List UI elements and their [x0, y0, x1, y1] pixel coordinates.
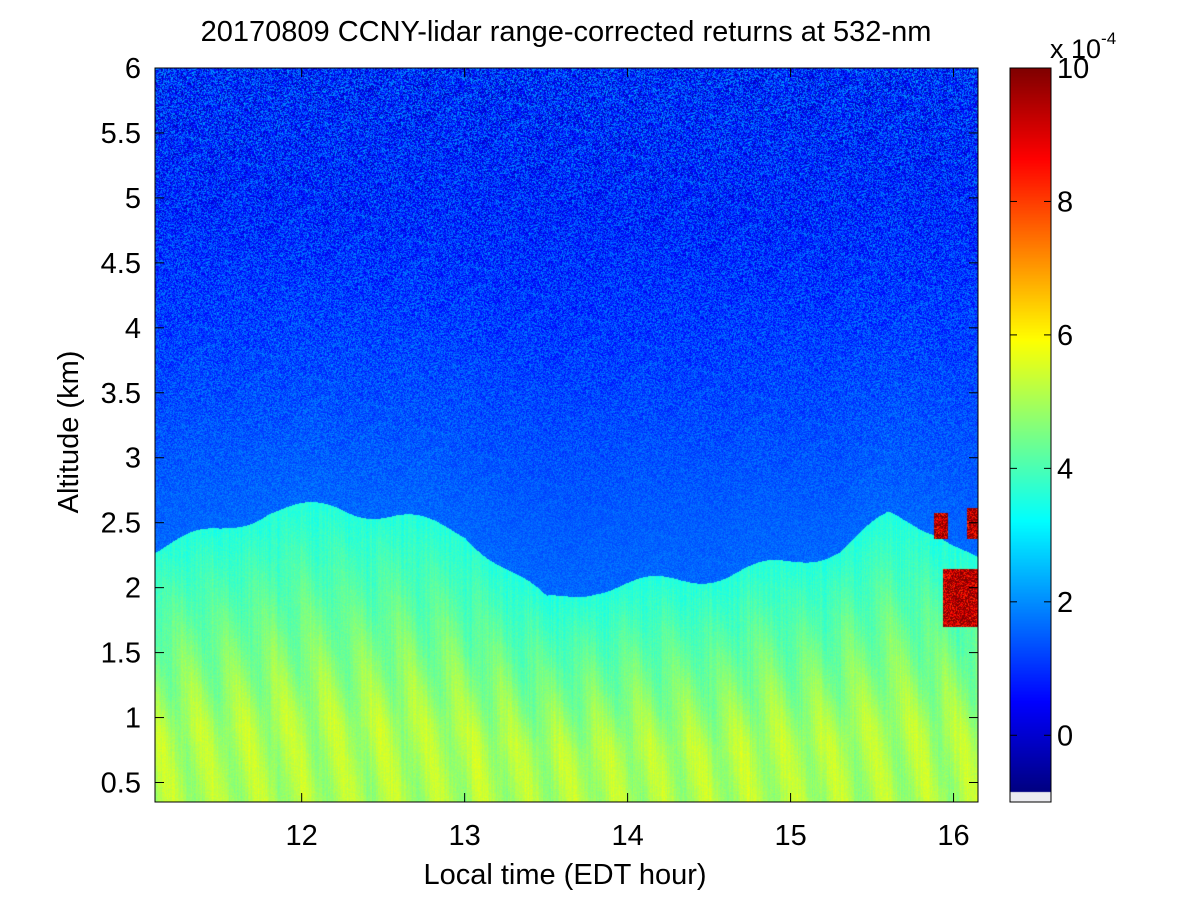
y-axis-ticks: 0.5 1 1.5 2 2.5 3 3.5 4 4.5 5 5.5 6: [101, 53, 978, 800]
heatmap-image-container: [155, 68, 978, 802]
colorbar-frame: [1009, 67, 1052, 803]
y-axis-label: Altitude (km): [53, 351, 85, 514]
colorbar-tick-label: 8: [1057, 186, 1073, 218]
plot-frame: [154, 67, 979, 803]
x-tick-label: 16: [937, 820, 969, 852]
colorbar-ticks: 0 2 4 6 8 10: [1010, 53, 1089, 752]
colorbar-tick-label: 2: [1057, 587, 1073, 619]
x-axis-label: Local time (EDT hour): [423, 859, 706, 891]
y-tick-label: 3: [125, 443, 141, 475]
chart-title: 20170809 CCNY-lidar range-corrected retu…: [201, 16, 932, 48]
colorbar-multiplier: x 10-4: [1050, 29, 1116, 64]
y-tick-label: 4.5: [101, 248, 141, 280]
y-tick-label: 5: [125, 183, 141, 215]
colorbar-image-container: [1010, 68, 1051, 802]
colorbar-gradient: [1010, 68, 1051, 802]
heatmap-image: [155, 68, 978, 802]
y-tick-label: 1.5: [101, 638, 141, 670]
y-tick-label: 2: [125, 573, 141, 605]
colorbar-tick-label: 10: [1057, 53, 1089, 85]
y-tick-label: 2.5: [101, 508, 141, 540]
heatmap-plot: [154, 67, 979, 803]
colorbar-tick-label: 6: [1057, 320, 1073, 352]
x-tick-label: 15: [774, 820, 806, 852]
x-tick-label: 14: [611, 820, 643, 852]
y-tick-label: 0.5: [101, 768, 141, 800]
x-tick-label: 12: [286, 820, 318, 852]
colorbar-multiplier-exponent: -4: [1101, 29, 1116, 48]
colorbar-multiplier-base: x 10: [1050, 34, 1101, 64]
colorbar: 0 2 4 6 8 10 x 10-4: [1009, 29, 1116, 803]
x-tick-label: 13: [449, 820, 481, 852]
y-tick-label: 4: [125, 313, 141, 345]
y-tick-label: 1: [125, 703, 141, 735]
colorbar-tick-label: 0: [1057, 720, 1073, 752]
y-tick-label: 6: [125, 53, 141, 85]
y-tick-label: 3.5: [101, 378, 141, 410]
x-axis-ticks: 12 13 14 15 16: [286, 68, 970, 852]
colorbar-tick-label: 4: [1057, 453, 1073, 485]
y-tick-label: 5.5: [101, 118, 141, 150]
